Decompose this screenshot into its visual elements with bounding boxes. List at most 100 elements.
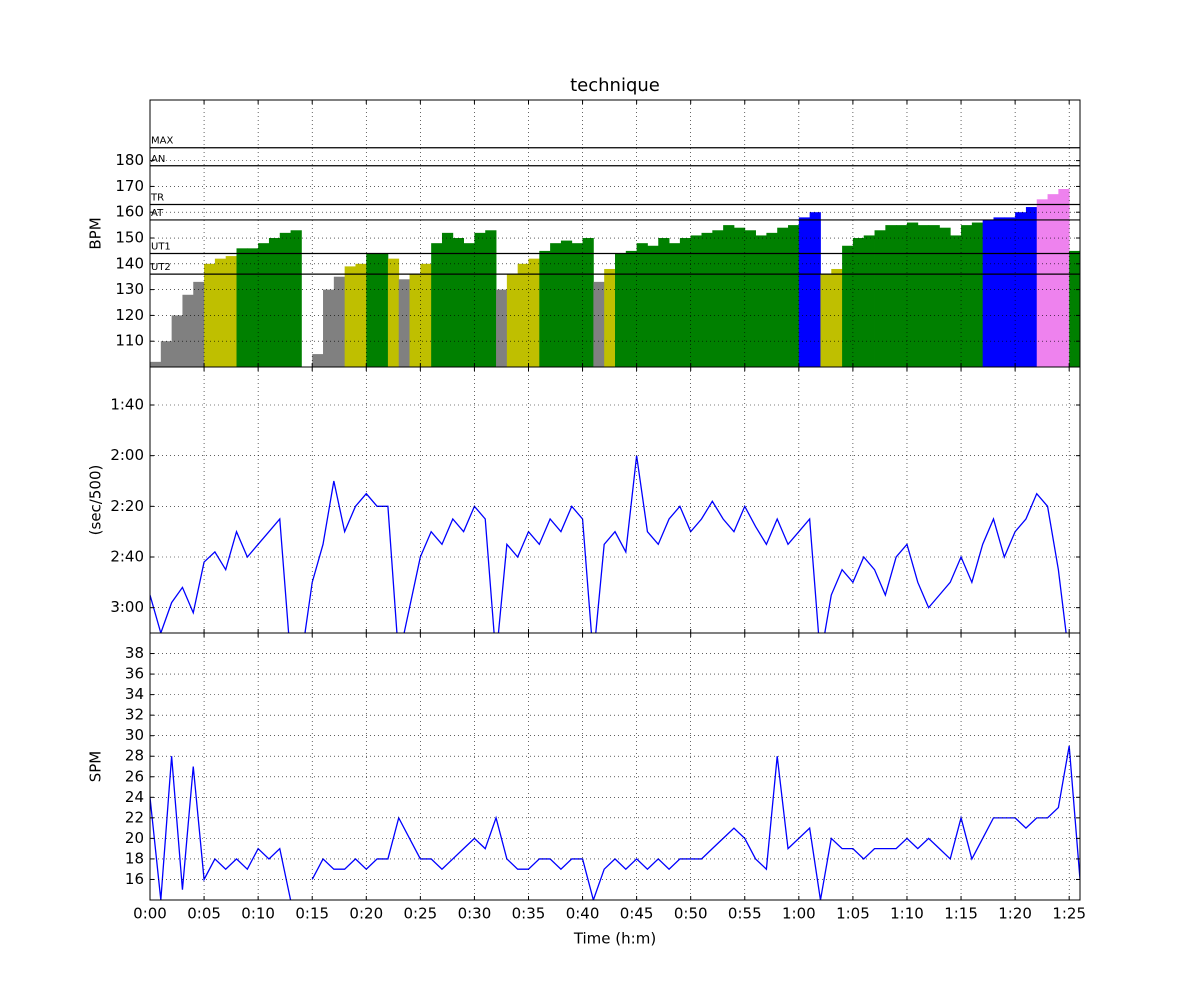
hr-bar [950, 235, 962, 367]
hr-bar [896, 225, 908, 367]
y-axis-label: (sec/500) [87, 465, 105, 536]
zone-label: AT [151, 208, 164, 219]
hr-bar [160, 341, 173, 367]
hr-bar [712, 230, 724, 367]
hr-bar [550, 243, 562, 367]
chart-title: technique [570, 75, 660, 96]
hr-bar [258, 243, 270, 367]
hr-bar [842, 245, 854, 367]
y-tick-label: 130 [115, 280, 144, 298]
hr-bar [431, 243, 443, 367]
line [150, 756, 292, 900]
hr-bar [474, 232, 486, 367]
hr-bar [679, 238, 692, 367]
x-tick-label: 1:10 [890, 905, 924, 923]
x-tick-label: 0:10 [241, 905, 275, 923]
y-tick-label: 20 [125, 829, 144, 847]
x-tick-label: 1:20 [998, 905, 1032, 923]
line [311, 745, 1080, 900]
y-tick-label: 160 [115, 203, 144, 221]
hr-bar [582, 238, 594, 367]
hr-bar [1036, 199, 1048, 367]
hr-bar [928, 225, 940, 367]
panel-plot [150, 189, 1080, 367]
hr-bar [268, 238, 281, 367]
hr-bar [377, 253, 389, 367]
hr-bar [961, 225, 973, 367]
hr-bar [863, 235, 875, 367]
hr-bar [852, 238, 865, 367]
hr-bar [1069, 250, 1080, 367]
hr-bar [247, 248, 259, 367]
hr-bar [204, 263, 216, 367]
zone-label: TR [150, 192, 164, 203]
x-tick-label: 0:50 [674, 905, 708, 923]
hr-bar [906, 222, 919, 367]
hr-bar [820, 274, 832, 367]
y-tick-label: 140 [115, 254, 144, 272]
hr-bar [647, 245, 659, 367]
y-tick-label: 28 [125, 747, 144, 765]
y-tick-label: 32 [125, 706, 144, 724]
y-tick-label: 30 [125, 726, 144, 744]
hr-bar [766, 232, 778, 367]
hr-bar [755, 235, 767, 367]
zone-label: MAX [151, 136, 173, 147]
hr-bar [344, 266, 356, 367]
hr-bar [290, 230, 302, 367]
hr-bar [1047, 194, 1059, 367]
hr-bar [733, 227, 746, 367]
hr-bar [387, 258, 400, 367]
hr-bar [225, 256, 237, 367]
hr-bar [323, 289, 335, 367]
hr-bar [1004, 217, 1016, 367]
hr-bar [366, 253, 378, 367]
hr-bar [560, 240, 573, 367]
y-tick-label: 26 [125, 767, 144, 785]
y-tick-label: 24 [125, 788, 144, 806]
zone-label: UT1 [151, 241, 171, 252]
hr-bar [1025, 207, 1038, 367]
hr-bar [485, 230, 497, 367]
hr-bar [236, 248, 248, 367]
y-tick-label: 2:20 [110, 497, 144, 515]
hr-bar [420, 263, 432, 367]
x-tick-label: 1:00 [782, 905, 816, 923]
hr-bar [982, 219, 994, 367]
x-tick-label: 0:20 [349, 905, 383, 923]
zone-label: UT2 [151, 262, 171, 273]
y-tick-label: 170 [115, 177, 144, 195]
hr-bar [571, 243, 583, 367]
hr-bar [171, 315, 183, 367]
hr-bar [798, 217, 811, 367]
hr-bar [636, 243, 648, 367]
hr-bar [409, 274, 421, 367]
hr-bar [463, 243, 475, 367]
hr-bar [312, 354, 324, 367]
hr-bar [701, 232, 713, 367]
hr-bar [615, 253, 627, 367]
hr-bar [744, 230, 756, 367]
hr-bar [279, 232, 291, 367]
y-tick-label: 22 [125, 808, 144, 826]
hr-bar [333, 276, 346, 367]
x-tick-label: 0:45 [620, 905, 654, 923]
y-tick-label: 18 [125, 849, 144, 867]
x-tick-label: 1:05 [836, 905, 870, 923]
hr-bar [874, 230, 886, 367]
y-tick-label: 1:40 [110, 396, 144, 414]
x-tick-label: 0:05 [187, 905, 221, 923]
hr-bar [528, 258, 540, 367]
x-tick-label: 1:15 [944, 905, 978, 923]
hr-bar [669, 243, 681, 367]
y-tick-label: 34 [125, 685, 144, 703]
hr-bar [355, 263, 367, 367]
hr-bar [625, 250, 638, 367]
hr-bar [939, 227, 951, 367]
x-tick-label: 0:40 [566, 905, 600, 923]
x-tick-label: 0:35 [512, 905, 546, 923]
hr-bar [517, 263, 529, 367]
y-tick-label: 120 [115, 306, 144, 324]
y-tick-label: 3:00 [110, 598, 144, 616]
x-tick-label: 1:25 [1052, 905, 1086, 923]
